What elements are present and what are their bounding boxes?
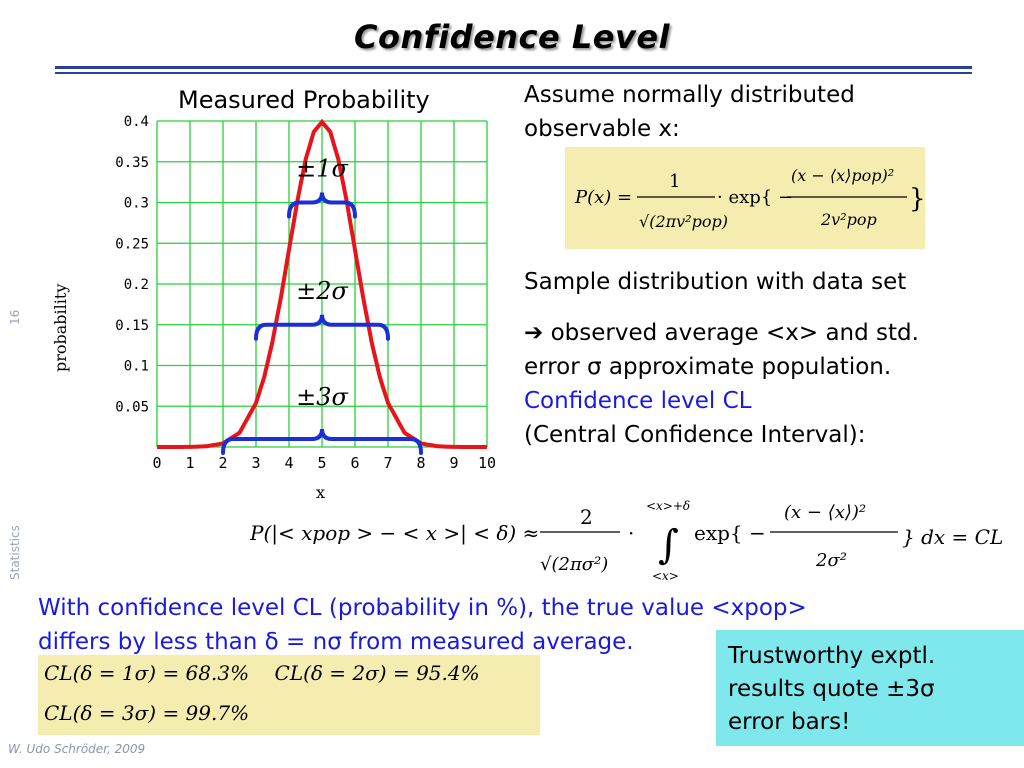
x-tick-label: 4 [284, 454, 293, 472]
cl-values-row-2: CL(δ = 3σ) = 99.7% [44, 701, 250, 725]
gaussian-curve [157, 118, 487, 449]
x-tick-labels: 0 1 2 3 4 5 6 7 8 9 10 [152, 454, 496, 472]
bottom-line-2: differs by less than δ = nσ from measure… [38, 629, 634, 655]
x-tick-label: 9 [449, 454, 458, 472]
intro-line-2: observable x: [524, 116, 680, 142]
page-number: 16 [8, 309, 22, 325]
integral-rhs: } dx = CL [902, 525, 1003, 549]
integral-lhs: P(|< xpop > − < x >| < δ) ≈ [250, 521, 539, 546]
author-credit: W. Udo Schröder, 2009 [8, 742, 146, 756]
note-line-2: results quote ±3σ [728, 676, 935, 702]
y-tick-label: 0.2 [124, 277, 149, 293]
x-tick-label: 3 [251, 454, 260, 472]
observed-line-1: ➔ observed average <x> and std. [524, 320, 919, 346]
integral-exp: exp{ − [694, 521, 766, 545]
y-tick-label: 0.1 [124, 359, 149, 375]
integral-sign: ∫ [658, 522, 679, 568]
note-line-1: Trustworthy exptl. [728, 643, 936, 669]
integral-upper: <x>+δ [646, 499, 690, 513]
pdf-close-brace: } [909, 184, 925, 214]
sigma-label: ±3σ [296, 383, 348, 411]
pdf-num: 1 [669, 171, 680, 192]
x-tick-label: 8 [416, 454, 425, 472]
x-tick-label: 1 [185, 454, 194, 472]
integral-exp-num: (x − ⟨x⟩)² [784, 502, 866, 523]
sigma-brace [254, 314, 390, 341]
integral-exp-den: 2σ² [815, 550, 847, 571]
slide-title: Confidence Level [354, 18, 670, 56]
note-box: Trustworthy exptl. results quote ±3σ err… [716, 630, 1024, 746]
x-tick-label: 6 [350, 454, 359, 472]
integral-frac-den: √(2πσ²) [540, 554, 608, 575]
pdf-lhs: P(x) = [574, 187, 632, 208]
sigma-label: ±1σ [296, 155, 348, 183]
sample-text: Sample distribution with data set [524, 269, 907, 295]
y-tick-label: 0.3 [124, 196, 149, 212]
probability-chart: 0.05 0.1 0.15 0.2 0.25 0.3 0.35 0.4 0 1 2 3 4 5 6 7 8 9 1… [51, 114, 496, 502]
note-line-3: error bars! [728, 709, 851, 735]
y-tick-labels: 0.05 0.1 0.15 0.2 0.25 0.3 0.35 0.4 [115, 114, 149, 415]
bottom-line-1: With confidence level CL (probability in… [38, 595, 807, 621]
y-tick-label: 0.4 [124, 114, 149, 130]
cl-integral-formula: P(|< xpop > − < x >| < δ) ≈ 2 √(2πσ²) · … [250, 499, 1003, 583]
confidence-level-heading: Confidence level CL [524, 388, 752, 414]
x-tick-label: 7 [383, 454, 392, 472]
x-tick-label: 0 [152, 454, 161, 472]
chart-grid [156, 120, 488, 448]
title-rule-top [55, 66, 972, 69]
sigma-braces: ±1σ ±2σ ±3σ [221, 155, 423, 455]
pdf-exp: · exp{ − [717, 187, 793, 208]
x-tick-label: 10 [478, 454, 496, 472]
y-tick-label: 0.35 [115, 155, 149, 171]
integral-lower: <x> [652, 569, 679, 583]
sigma-brace [287, 192, 357, 219]
svg-text:·: · [628, 521, 634, 545]
x-tick-label: 5 [317, 454, 326, 472]
plot-title: Measured Probability [178, 86, 430, 114]
pdf-exp-den: 2v²pop [820, 210, 877, 229]
section-label: Statistics [8, 525, 22, 580]
x-axis-label: x [316, 483, 325, 502]
x-tick-label: 2 [218, 454, 227, 472]
y-tick-label: 0.25 [115, 236, 149, 252]
y-tick-label: 0.15 [115, 318, 149, 334]
pdf-exp-num: (x − ⟨x⟩pop)² [791, 166, 894, 185]
sigma-brace [221, 428, 423, 455]
title-rule-bottom [55, 72, 972, 74]
cl-values-box: CL(δ = 1σ) = 68.3% CL(δ = 2σ) = 95.4% CL… [38, 655, 540, 735]
y-tick-label: 0.05 [115, 399, 149, 415]
pdf-den: √(2πv²pop) [639, 212, 728, 231]
intro-line-1: Assume normally distributed [524, 82, 855, 108]
pdf-formula: P(x) = 1 √(2πv²pop) · exp{ − (x − ⟨x⟩pop… [565, 147, 925, 249]
central-interval-text: (Central Confidence Interval): [524, 422, 866, 448]
y-axis-label: probability [51, 284, 70, 372]
integral-frac-num: 2 [580, 505, 593, 529]
observed-line-2: error σ approximate population. [524, 354, 892, 380]
sigma-label: ±2σ [296, 277, 348, 305]
cl-values-row-1: CL(δ = 1σ) = 68.3% CL(δ = 2σ) = 95.4% [44, 661, 480, 685]
